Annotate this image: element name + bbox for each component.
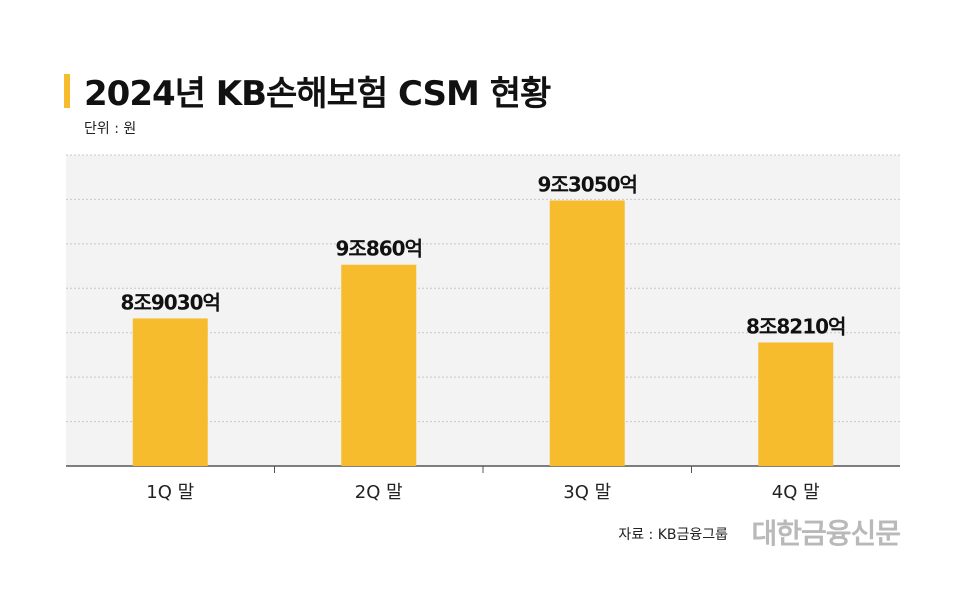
bar — [132, 318, 208, 466]
x-tick-label: 2Q 말 — [355, 482, 403, 503]
bar — [758, 342, 834, 466]
bar — [549, 200, 625, 466]
bar-value-label: 8조8210억 — [746, 314, 845, 338]
chart-title: 2024년 KB손해보험 CSM 현황 — [84, 74, 551, 114]
unit-label: 단위 : 원 — [84, 121, 137, 137]
bar-value-label: 9조860억 — [336, 237, 422, 261]
x-tick-label: 4Q 말 — [772, 482, 820, 503]
bar — [341, 264, 417, 466]
brand-logo: 대한금융신문 — [751, 517, 901, 550]
x-tick-label: 1Q 말 — [146, 482, 194, 503]
bar-value-label: 9조3050억 — [538, 172, 637, 196]
bar-value-label: 8조9030억 — [121, 290, 220, 314]
title-accent-bar — [64, 74, 70, 108]
x-tick-label: 3Q 말 — [563, 482, 611, 503]
source-label: 자료 : KB금융그룹 — [618, 527, 728, 543]
